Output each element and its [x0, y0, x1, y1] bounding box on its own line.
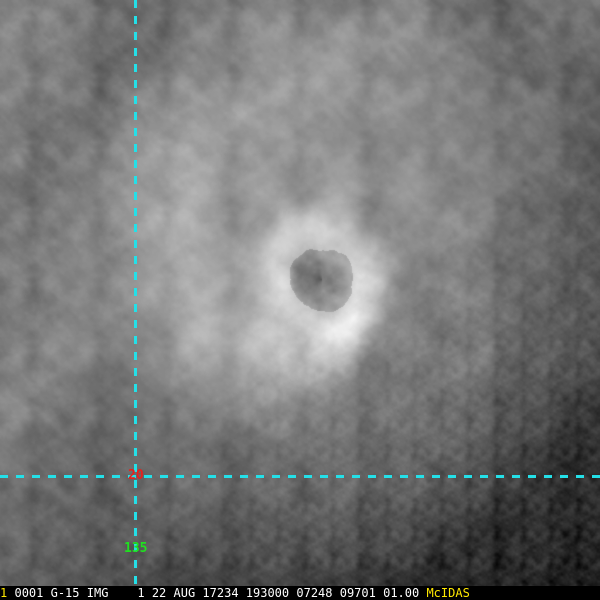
day-of-month: 22	[151, 586, 167, 600]
element-coordinate: 09701	[339, 586, 376, 600]
band-number: 1	[137, 586, 145, 600]
software-brand: McIDAS	[426, 586, 470, 600]
frame-index: 1	[0, 586, 8, 600]
spacer-2	[43, 586, 50, 600]
month: AUG	[173, 586, 196, 600]
spacer-4	[108, 586, 137, 600]
product-type: IMG	[86, 586, 109, 600]
spacer-10	[333, 586, 340, 600]
spacer-5	[145, 586, 152, 600]
spacer-11	[376, 586, 383, 600]
image-id: 0001	[14, 586, 44, 600]
julian-date: 17234	[202, 586, 239, 600]
line-coordinate: 07248	[296, 586, 333, 600]
resolution: 01.00	[383, 586, 420, 600]
spacer-6	[166, 586, 173, 600]
satellite-name: G-15	[50, 586, 80, 600]
image-annotation-bar: 1 0001 G-15 IMG 1 22 AUG 17234 193000 07…	[0, 586, 600, 600]
observation-time: 193000	[245, 586, 290, 600]
spacer-8	[239, 586, 246, 600]
spacer-3	[80, 586, 87, 600]
